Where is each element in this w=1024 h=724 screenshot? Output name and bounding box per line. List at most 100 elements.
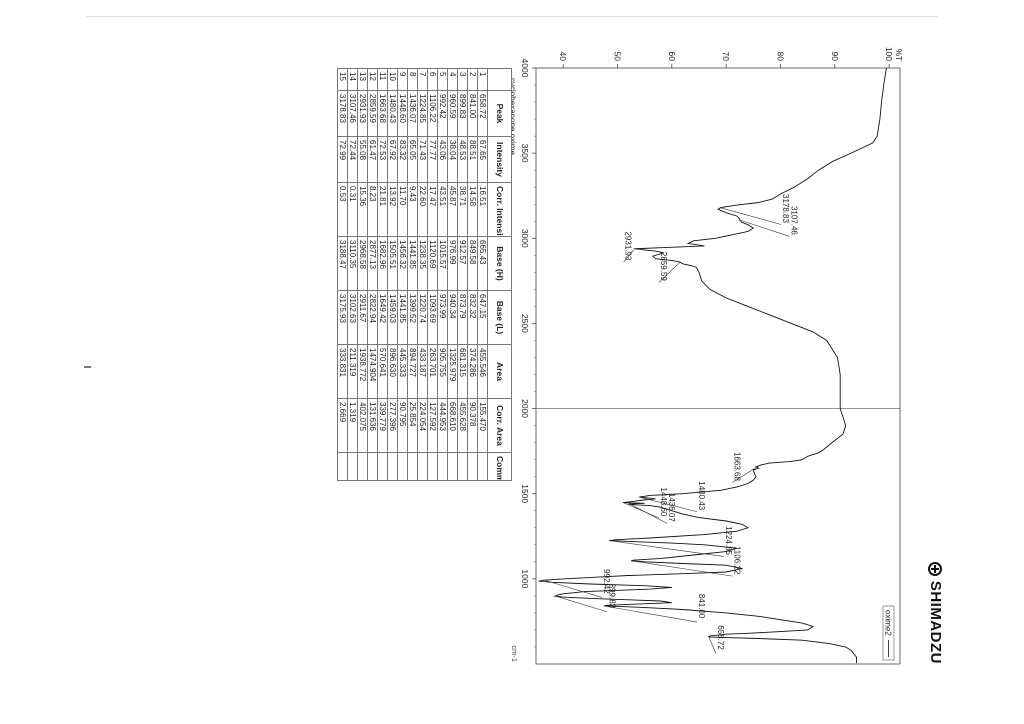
peak-table-cell: 976.99 [447,236,458,291]
peak-table-cell: 905.755 [437,344,448,399]
peak-table-cell [397,452,408,481]
peak-table-cell: 43.51 [437,182,448,237]
peak-label: 1448.60 [659,487,668,516]
peak-table-cell: 992.42 [437,90,448,137]
peak-table-index: 11 [377,68,388,91]
peak-table-index: 3 [457,68,468,91]
stray-pen-mark [84,366,91,368]
peak-table-cell [477,452,488,481]
peak-table-cell: 1480.43 [387,90,398,137]
peak-table-cell: 2931.93 [357,90,368,137]
y-tick-label: 70 [721,52,731,62]
peak-table-cell: 3107.46 [347,90,358,137]
peak-table-cell: 873.79 [457,290,468,345]
peak-leader-line [630,504,668,524]
peak-table-cell: 13.92 [387,182,398,237]
peak-leader-line [631,560,733,577]
peak-table-cell: 67.65 [477,136,488,183]
peak-table-cell [347,452,358,481]
peak-table-cell: 61.47 [367,136,378,183]
peak-table-cell: 1938.772 [357,344,368,399]
peak-label: 3107.46 [789,206,798,235]
peak-table-cell: 2822.94 [367,290,378,345]
peak-table-cell: 973.99 [437,290,448,345]
peak-table-cell [337,452,348,481]
peak-leader-line [720,207,782,225]
peak-table-cell: 445.333 [397,344,408,399]
peak-table-cell [387,452,398,481]
peak-table-index: 14 [347,68,358,91]
peak-table-cell: 3175.93 [337,290,348,345]
peak-table-index: 8 [407,68,418,91]
peak-table-cell: 3178.83 [337,90,348,137]
peak-table-cell: 1106.22 [427,90,438,137]
peak-table-cell: 65.05 [407,136,418,183]
peak-table-cell: 647.15 [477,290,488,345]
peak-table-cell: 263.701 [427,344,438,399]
peak-table-cell: 841.00 [467,90,478,137]
peak-table-cell: 912.57 [457,236,468,291]
peak-table-cell: 1120.69 [427,236,438,291]
peak-table-row: 8 1436.07 65.05 9.43 1441.85 1399.52 894.727 25… [407,68,418,481]
peak-table-cell: 15.36 [357,182,368,237]
peak-table-index: 15 [337,68,348,91]
peak-label: 1663.68 [732,452,741,481]
peak-table-cell: 894.727 [407,344,418,399]
peak-table-cell: 1441.85 [407,236,418,291]
peak-table-row: 11 1663.68 72.53 21.81 1682.96 1649.42 570.641… [377,68,388,481]
y-tick-label: 60 [667,52,677,62]
peak-table-cell: 339.779 [377,398,388,453]
x-tick-label: 3500 [520,144,530,163]
peak-table-cell [407,452,418,481]
peak-table-cell: 832.32 [467,290,478,345]
peak-table-cell: 2877.13 [367,236,378,291]
peak-table-index: 6 [427,68,438,91]
peak-label: 658.72 [716,625,725,650]
peak-table-cell: 1220.74 [417,290,428,345]
peak-table-cell [417,452,428,481]
peak-table-cell [377,452,388,481]
peak-leader-line [639,496,698,513]
peak-table-cell: 72.44 [347,136,358,183]
peak-table-cell: 55.08 [357,136,368,183]
peak-table-cell: 1649.42 [377,290,388,345]
peak-table-header: Peak Intensity Corr. Intensity Base (H) Base… [487,68,512,481]
peak-table-body: 1 658.72 67.65 16.51 665.43 647.15 455.546 155.… [337,68,488,481]
peak-table-cell: 849.58 [467,236,478,291]
peak-table-cell: 333.831 [337,344,348,399]
peak-table-cell: 43.06 [437,136,448,183]
peak-table-cell: 455.546 [477,344,488,399]
peak-table-row: 12 2859.59 61.47 8.23 2877.13 2822.94 1474.904… [367,68,378,481]
peak-table-cell: 211.319 [347,344,358,399]
peak-label: 1436.07 [667,493,676,522]
peak-table-index: 13 [357,68,368,91]
x-tick-label: 1500 [520,484,530,503]
peak-table-cell: 668.610 [447,398,458,453]
page-top-rule [86,16,938,17]
rotated-report-sheet: SHIMADZU 4000 3500 3000 2500 2000 1500 1000 40 5… [252,32,952,672]
peak-table-row: 9 1448.60 83.32 11.70 1456.32 1441.85 445.333 9… [397,68,408,481]
peak-label: 992.42 [602,569,611,594]
peak-leader-line [622,502,660,519]
peak-table-cell: 1474.904 [367,344,378,399]
peak-table-cell: 444.953 [437,398,448,453]
peak-table-cell [467,452,478,481]
peak-table-cell: 3110.35 [347,236,358,291]
peak-label: 3178.83 [781,194,790,223]
peak-table-cell: 131.636 [367,398,378,453]
peak-table-cell: 2968.58 [357,236,368,291]
y-tick-label: 40 [558,52,568,62]
peak-table-row: 7 1224.85 71.43 22.60 1238.35 1220.74 433.187 2… [417,68,428,481]
peak-table-cell: 22.60 [417,182,428,237]
peak-table-cell: 896.630 [387,344,398,399]
peak-table-index: 1 [477,68,488,91]
peak-table-cell: 3188.47 [337,236,348,291]
peak-label: 841.00 [697,594,706,619]
peak-label: 1224.85 [724,526,733,555]
peak-table-cell: 45.87 [447,182,458,237]
peak-table-cell: 960.59 [447,90,458,137]
peak-table-cell: 665.43 [477,236,488,291]
x-tick-label: 2500 [520,314,530,333]
peak-table-cell: 127.592 [427,398,438,453]
peak-table-col-header: Area [487,344,512,399]
